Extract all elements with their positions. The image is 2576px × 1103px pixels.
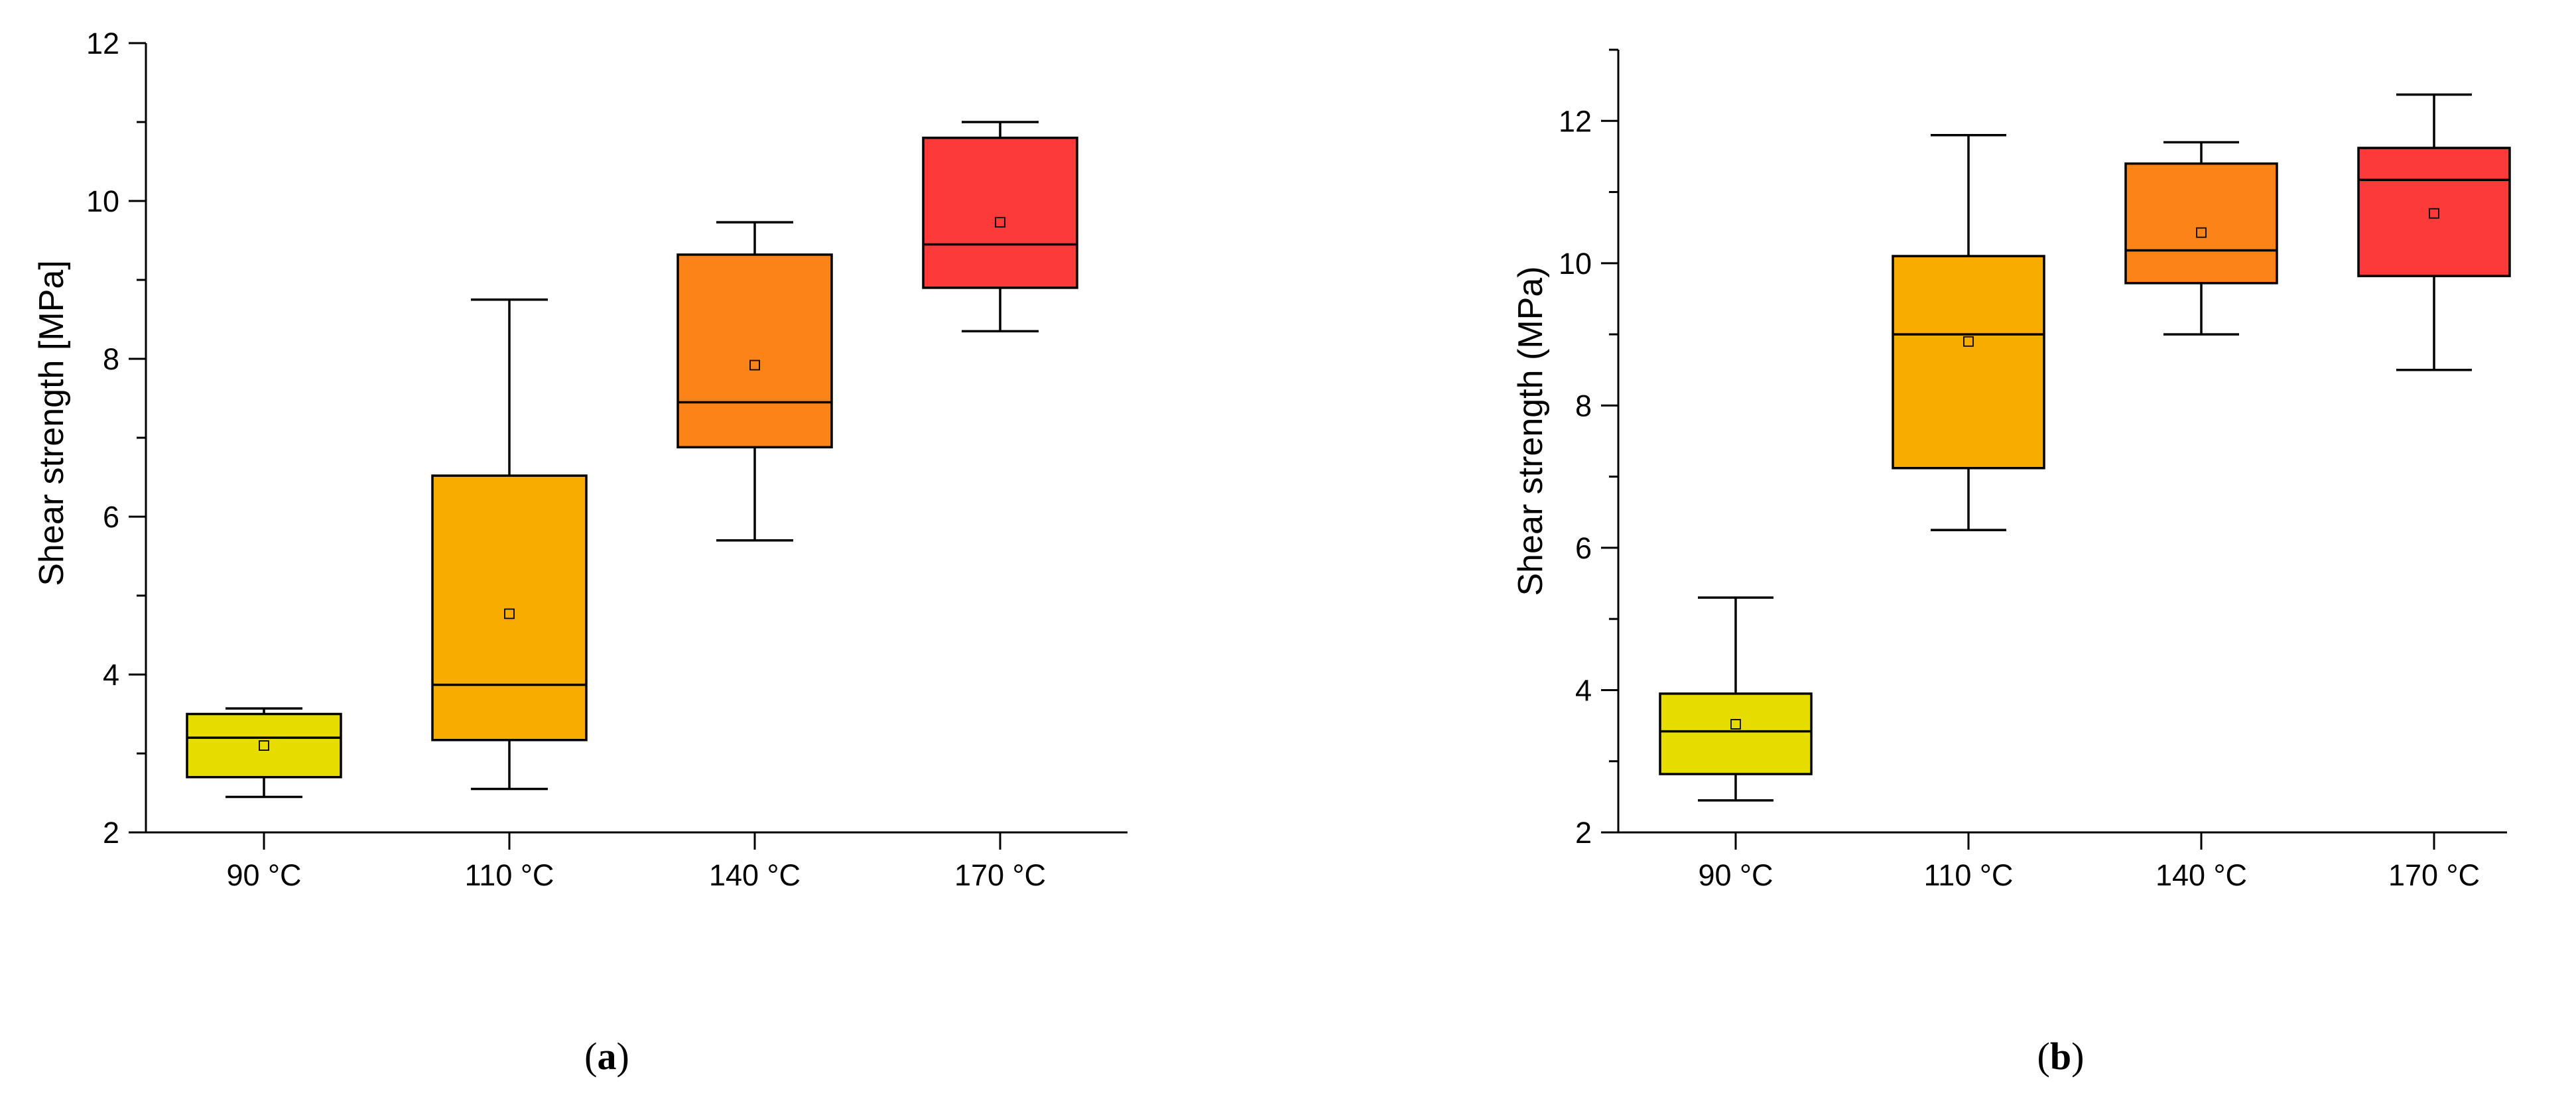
panel-a-x-tick-label: 110 °C <box>465 858 554 892</box>
panel-b-mean-marker <box>1730 719 1741 730</box>
panel-b-mean-marker <box>2196 227 2207 238</box>
panel-a-y-tick-label: 4 <box>103 658 119 692</box>
panel-b-x-tick-label: 110 °C <box>1924 858 2014 892</box>
panel-a-y-tick-label: 8 <box>103 342 119 376</box>
panel-b-y-tick-label: 2 <box>1575 816 1592 850</box>
panel-b-y-axis-title: Shear strength (MPa) <box>1512 266 1550 596</box>
panel-b-x-tick-label: 90 °C <box>1698 858 1773 892</box>
panel-b-y-tick-label: 10 <box>1559 247 1592 281</box>
panel-a-y-tick-label: 2 <box>103 816 119 850</box>
panel-a-box <box>186 712 342 779</box>
panel-a-mean-marker <box>995 217 1005 228</box>
panel-a-box <box>676 253 833 449</box>
panel-b-y-tick-label: 8 <box>1575 389 1592 422</box>
panel-a-mean-marker <box>504 608 515 619</box>
panel-a-chart: Shear strength [MPa] 2 4 6 8 10 12 90 °C 110 °C… <box>32 27 1127 892</box>
panel-a-box <box>922 137 1078 289</box>
panel-b-box <box>2124 162 2278 285</box>
panel-a-x-tick-label: 140 °C <box>709 858 801 892</box>
panel-a-y-axis-title: Shear strength [MPa] <box>32 260 71 586</box>
panel-a-mean-marker <box>259 740 269 751</box>
panel-b-chart: Shear strength (MPa) 2 4 6 8 10 12 90 °C 110 °C… <box>1512 48 2511 892</box>
panel-b-box <box>2357 147 2511 277</box>
panel-b-mean-marker <box>2429 208 2439 219</box>
panel-b-y-tick-label: 6 <box>1575 531 1592 565</box>
panel-b-box <box>1659 692 1813 775</box>
panel-a-x-tick-label: 170 °C <box>954 858 1046 892</box>
panel-b-x-tick-label: 170 °C <box>2388 858 2480 892</box>
panel-b-mean-marker <box>1963 336 1974 347</box>
panel-b-y-tick-label: 4 <box>1575 673 1592 707</box>
panel-b-y-tick-label: 12 <box>1559 104 1592 138</box>
panel-b-x-tick-label: 140 °C <box>2156 858 2247 892</box>
panel-a-mean-marker <box>749 359 760 371</box>
panel-a-y-tick-label: 6 <box>103 500 119 534</box>
panel-a-x-tick-label: 90 °C <box>226 858 301 892</box>
panel-b-box <box>1892 255 2045 470</box>
panel-a-box <box>431 474 588 742</box>
panel-a-y-tick-label: 12 <box>86 27 119 60</box>
panel-a-y-tick-label: 10 <box>86 184 119 218</box>
panel-b-caption: (b) <box>2037 1035 2085 1078</box>
panel-a-caption: (a) <box>584 1035 629 1078</box>
